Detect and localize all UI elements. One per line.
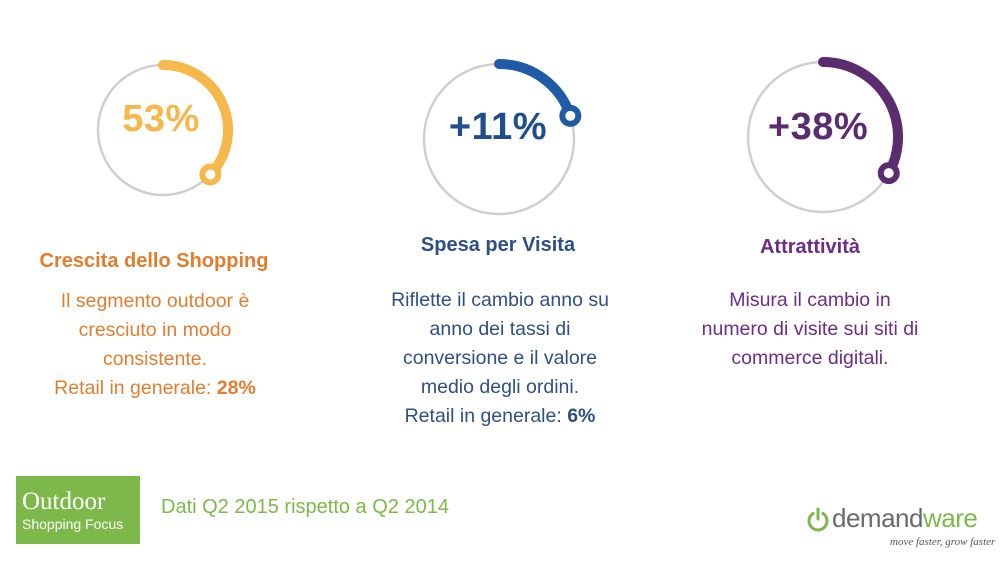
ring-progress-knob: [199, 163, 222, 186]
logo-wordmark-part1: demand: [832, 503, 923, 533]
description-line: medio degli ordini.: [420, 376, 580, 398]
description-line: consistente.: [102, 348, 208, 370]
stat-heading: Crescita dello Shopping: [39, 250, 269, 272]
ring-progress-arc: [494, 59, 576, 121]
description-line: numero di visite sui siti di: [701, 318, 919, 340]
retail-value: 28%: [216, 377, 256, 399]
ring-progress-arc: [158, 60, 233, 180]
stat-description: Misura il cambio in numero di visite sui…: [680, 286, 940, 373]
ring-chart-spend-per-visit: [422, 59, 582, 216]
stat-heading: Spesa per Visita: [420, 234, 576, 256]
retail-label: Retail in generale:: [54, 377, 212, 399]
badge-title: Outdoor: [22, 488, 106, 515]
description-line: Il segmento outdoor è: [60, 290, 250, 312]
power-icon: [807, 507, 829, 532]
description-line: cresciuto in modo: [78, 319, 232, 341]
description-line: Misura il cambio in: [729, 289, 891, 311]
stat-description: Riflette il cambio anno su anno dei tass…: [350, 286, 650, 431]
description-line: Riflette il cambio anno su: [391, 289, 609, 311]
demandware-logo: demandware move faster, grow faster: [806, 503, 995, 553]
data-period-caption: Dati Q2 2015 rispetto a Q2 2014: [161, 496, 449, 518]
stat-description: Il segmento outdoor è cresciuto in modo …: [20, 287, 290, 403]
logo-wordmark-part2: ware: [922, 503, 978, 533]
logo-wordmark: demandware: [832, 503, 978, 534]
retail-comparison: Retail in generale: 6%: [350, 402, 650, 431]
badge-subtitle: Shopping Focus: [22, 516, 124, 532]
ring-chart-attractiveness: [746, 57, 903, 214]
ring-progress-knob: [559, 104, 582, 127]
description-line: anno dei tassi di: [429, 318, 571, 340]
stat-value: +11%: [448, 106, 548, 148]
retail-label: Retail in generale:: [404, 405, 562, 427]
logo-tagline: move faster, grow faster: [890, 536, 996, 548]
retail-value: 6%: [567, 405, 596, 427]
ring-progress-knob: [877, 162, 900, 185]
outdoor-shopping-focus-badge: Outdoor Shopping Focus: [16, 476, 140, 544]
stat-heading: Attrattività: [759, 236, 860, 258]
stat-value: 53%: [122, 98, 200, 140]
ring-progress-arc: [818, 57, 903, 179]
description-line: commerce digitali.: [731, 347, 889, 369]
retail-comparison: Retail in generale: 28%: [20, 374, 290, 403]
description-line: conversione e il valore: [402, 347, 598, 369]
stat-value: +38%: [767, 106, 869, 148]
ring-chart-shopping-growth: [96, 60, 233, 197]
